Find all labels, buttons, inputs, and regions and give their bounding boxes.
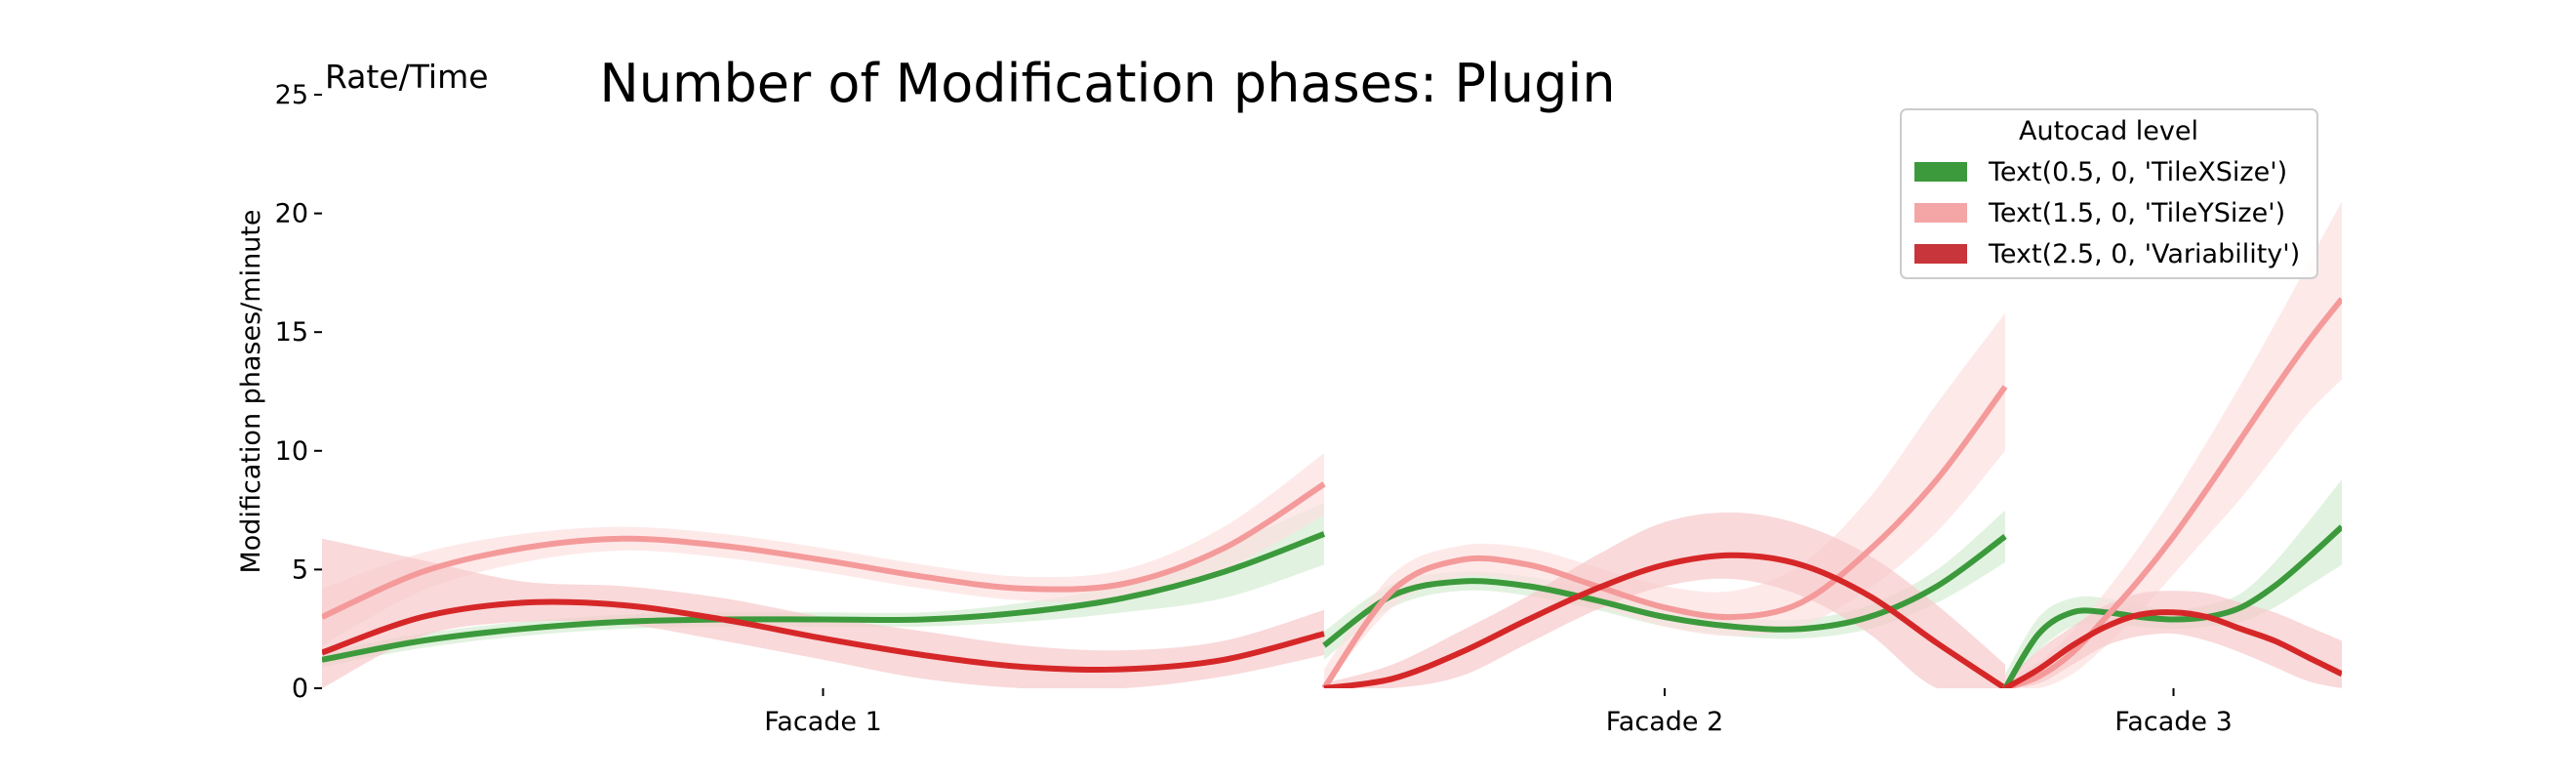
- chart-title: Number of Modification phases: Plugin: [599, 53, 1615, 114]
- line-tilexsize-1: [322, 531, 1326, 663]
- band-variability-2: [1324, 512, 2005, 688]
- line-tileysize-2: [1321, 385, 2008, 688]
- y-axis-label: Modification phases/minute: [236, 209, 266, 573]
- y-tick-label: 20: [275, 199, 308, 229]
- y-tick-label: 25: [275, 80, 308, 110]
- y-tick-label: 0: [292, 674, 308, 704]
- x-axis: Facade 1 Facade 2 Facade 3: [764, 688, 2233, 737]
- legend-title: Autocad level: [2019, 116, 2198, 146]
- legend-frame: [1900, 108, 2318, 279]
- legend-label-tileysize: Text(1.5, 0, 'TileYSize'): [1988, 198, 2285, 228]
- band-variability-1: [322, 538, 1324, 688]
- line-variability-3: [2003, 609, 2342, 688]
- y-tick-label: 10: [275, 436, 308, 467]
- legend-label-variability: Text(2.5, 0, 'Variability'): [1988, 239, 2300, 269]
- line-tilexsize-3: [2002, 524, 2342, 688]
- line-tileysize-3: [2004, 297, 2342, 688]
- band-variability-3: [2005, 591, 2342, 688]
- legend-swatch-tileysize: [1914, 203, 1967, 223]
- band-tileysize-3: [2005, 201, 2342, 688]
- line-tilexsize-2: [1322, 533, 2007, 648]
- band-tileysize-1: [322, 453, 1324, 646]
- y-tick-label: 5: [292, 555, 308, 585]
- series-lines: [322, 297, 2342, 688]
- line-tileysize-1: [322, 481, 1326, 620]
- chart-subtitle: Rate/Time: [325, 58, 489, 96]
- line-variability-1: [322, 598, 1325, 674]
- legend-swatch-tilexsize: [1914, 162, 1967, 182]
- legend: Autocad level Text(0.5, 0, 'TileXSize') …: [1900, 108, 2318, 279]
- x-tick-label: Facade 3: [2114, 707, 2233, 737]
- x-tick-label: Facade 1: [764, 707, 882, 737]
- legend-swatch-variability: [1914, 244, 1967, 264]
- line-variability-2: [1323, 552, 2007, 688]
- x-tick-label: Facade 2: [1606, 707, 1724, 737]
- y-axis: 0 5 10 15 20 25: [275, 80, 322, 704]
- legend-label-tilexsize: Text(0.5, 0, 'TileXSize'): [1988, 157, 2287, 187]
- y-tick-label: 15: [275, 317, 308, 348]
